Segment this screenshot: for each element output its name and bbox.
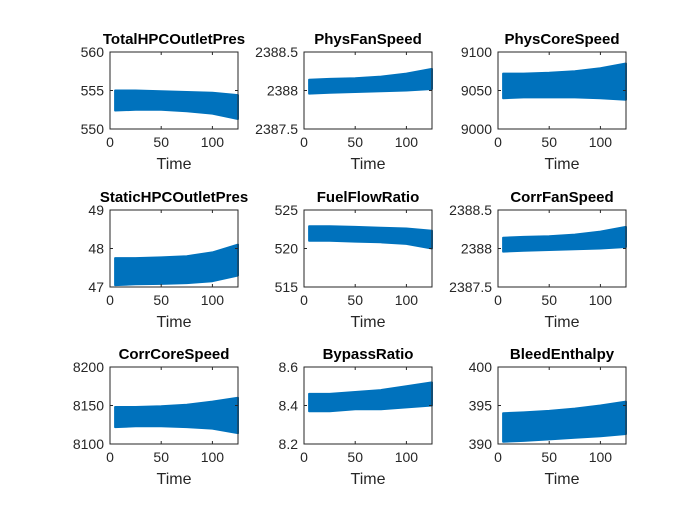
- x-tick-label: 0: [494, 292, 502, 308]
- x-tick-label: 0: [300, 449, 308, 465]
- panel-title: PhysCoreSpeed: [504, 31, 619, 48]
- x-axis-label: Time: [351, 156, 386, 173]
- y-tick-label: 515: [275, 279, 299, 295]
- x-tick-label: 50: [347, 292, 363, 308]
- y-tick-label: 8.2: [279, 436, 299, 452]
- x-tick-label: 50: [541, 449, 557, 465]
- x-tick-label: 50: [541, 134, 557, 150]
- x-tick-label: 100: [589, 134, 613, 150]
- panel-title: BleedEnthalpy: [510, 346, 615, 363]
- subplot-8: 0 50 100 8.2 8.4 8.6 BypassRatio Time: [279, 346, 433, 488]
- x-tick-label: 100: [395, 292, 419, 308]
- data-band: [502, 400, 627, 443]
- y-tick-label: 2387.5: [449, 279, 492, 295]
- axes-box: [303, 209, 433, 288]
- y-tick-label: 550: [81, 121, 105, 137]
- x-tick-label: 0: [106, 134, 114, 150]
- x-tick-label: 100: [201, 449, 225, 465]
- x-tick-label: 100: [589, 292, 613, 308]
- y-tick-label: 9000: [461, 121, 492, 137]
- y-tick-label: 2388: [267, 83, 298, 99]
- y-tick-label: 560: [81, 44, 105, 60]
- y-tick-label: 400: [469, 359, 493, 375]
- x-axis-label: Time: [157, 471, 192, 488]
- data-band: [114, 89, 239, 120]
- y-tick-label: 2388.5: [255, 44, 298, 60]
- x-tick-label: 50: [347, 134, 363, 150]
- data-band: [114, 396, 239, 435]
- y-tick-label: 390: [469, 436, 493, 452]
- x-axis-label: Time: [351, 314, 386, 331]
- y-tick-label: 8100: [73, 436, 104, 452]
- y-tick-label: 8.6: [279, 359, 299, 375]
- x-tick-label: 100: [395, 134, 419, 150]
- panel-title: FuelFlowRatio: [317, 189, 420, 206]
- panel-title: CorrCoreSpeed: [119, 346, 230, 363]
- y-tick-label: 8200: [73, 359, 104, 375]
- y-tick-label: 395: [469, 398, 493, 414]
- data-band: [502, 62, 627, 101]
- panel-title: CorrFanSpeed: [510, 189, 613, 206]
- data-band: [308, 381, 433, 413]
- y-tick-label: 2387.5: [255, 121, 298, 137]
- x-tick-label: 100: [589, 449, 613, 465]
- data-band: [308, 67, 433, 95]
- subplot-2: 0 50 100 2387.5 2388 2388.5 PhysFanSpeed Time: [255, 31, 433, 173]
- x-axis-label: Time: [351, 471, 386, 488]
- y-tick-label: 2388.5: [449, 202, 492, 218]
- x-tick-label: 50: [541, 292, 557, 308]
- subplot-7: 0 50 100 8100 8150 8200 CorrCoreSpeed Time: [73, 346, 239, 488]
- panel-title: StaticHPCOutletPres: [100, 189, 248, 206]
- y-tick-label: 47: [88, 279, 104, 295]
- subplot-6: 0 50 100 2387.5 2388 2388.5 CorrFanSpeed Time: [449, 189, 627, 331]
- x-tick-label: 50: [347, 449, 363, 465]
- x-tick-label: 50: [153, 134, 169, 150]
- x-tick-label: 100: [201, 292, 225, 308]
- data-band: [502, 225, 627, 253]
- x-tick-label: 0: [300, 134, 308, 150]
- y-tick-label: 525: [275, 202, 299, 218]
- panel-title: TotalHPCOutletPres: [103, 31, 245, 48]
- subplot-5: 0 50 100 515 520 525 FuelFlowRatio Time: [275, 189, 433, 331]
- x-tick-label: 100: [201, 134, 225, 150]
- y-tick-label: 8.4: [279, 398, 299, 414]
- y-tick-label: 48: [88, 241, 104, 257]
- x-axis-label: Time: [545, 314, 580, 331]
- y-tick-label: 520: [275, 241, 299, 257]
- data-band: [114, 243, 239, 287]
- panel-title: BypassRatio: [323, 346, 414, 363]
- x-axis-label: Time: [157, 156, 192, 173]
- x-tick-label: 0: [494, 449, 502, 465]
- y-tick-label: 9100: [461, 44, 492, 60]
- panel-title: PhysFanSpeed: [314, 31, 422, 48]
- data-band: [308, 225, 433, 250]
- y-tick-label: 2388: [461, 241, 492, 257]
- x-axis-label: Time: [157, 314, 192, 331]
- x-tick-label: 0: [106, 292, 114, 308]
- y-tick-label: 8150: [73, 398, 104, 414]
- x-tick-label: 0: [106, 449, 114, 465]
- x-axis-label: Time: [545, 471, 580, 488]
- y-tick-label: 555: [81, 83, 105, 99]
- subplot-9: 0 50 100 390 395 400 BleedEnthalpy Time: [469, 346, 627, 488]
- y-tick-label: 49: [88, 202, 104, 218]
- x-tick-label: 100: [395, 449, 419, 465]
- x-tick-label: 50: [153, 449, 169, 465]
- x-tick-label: 50: [153, 292, 169, 308]
- x-axis-label: Time: [545, 156, 580, 173]
- x-tick-label: 0: [300, 292, 308, 308]
- subplot-3: 0 50 100 9000 9050 9100 PhysCoreSpeed Time: [461, 31, 627, 173]
- x-tick-label: 0: [494, 134, 502, 150]
- y-tick-label: 9050: [461, 83, 492, 99]
